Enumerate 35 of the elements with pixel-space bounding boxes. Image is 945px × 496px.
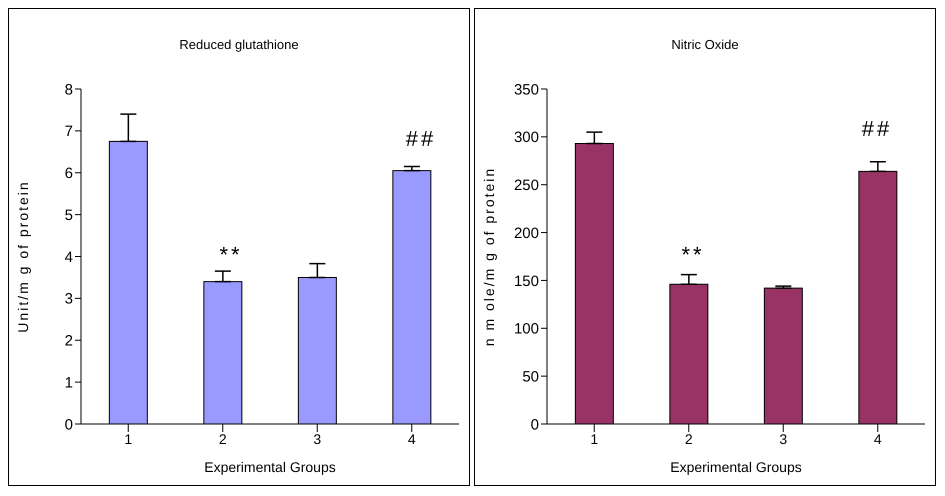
x-tick-label: 3 (779, 430, 788, 447)
y-axis-title: Unit/m g of protein (14, 180, 31, 333)
y-tick-label: 3 (64, 290, 73, 308)
annotation: ** (219, 242, 243, 267)
y-tick-label: 5 (64, 206, 73, 224)
x-tick-label: 4 (874, 430, 882, 447)
annotation: ## (862, 116, 892, 141)
chart-title: Reduced glutathione (178, 37, 300, 52)
y-tick-label: 300 (514, 129, 539, 146)
x-tick-label: 2 (218, 430, 227, 447)
y-tick-label: 7 (64, 123, 73, 140)
y-tick-label: 6 (64, 165, 73, 182)
y-tick-label: 150 (514, 272, 539, 290)
y-tick-label: 250 (514, 177, 539, 194)
y-tick-label: 100 (514, 320, 539, 338)
annotation: ## (406, 126, 436, 151)
y-axis-title: n m ole/m g of protein (480, 166, 497, 346)
x-tick-label: 4 (408, 430, 416, 447)
y-tick-label: 350 (514, 81, 539, 98)
chart-title: Nitric Oxide (670, 37, 740, 52)
x-axis-title: Experimental Groups (204, 459, 336, 475)
y-tick-label: 1 (64, 374, 73, 392)
y-tick-label: 50 (522, 368, 539, 386)
annotation: ** (681, 242, 705, 267)
y-tick-label: 2 (64, 332, 73, 350)
x-tick-label: 1 (590, 430, 598, 447)
y-tick-label: 0 (64, 416, 73, 434)
y-tick-label: 8 (64, 81, 73, 98)
y-tick-label: 4 (64, 248, 73, 266)
y-tick-label: 0 (530, 416, 539, 434)
x-tick-label: 3 (313, 430, 322, 447)
x-axis-title: Experimental Groups (670, 459, 802, 475)
y-tick-label: 200 (514, 224, 539, 242)
x-tick-label: 1 (124, 430, 132, 447)
x-tick-label: 2 (684, 430, 693, 447)
